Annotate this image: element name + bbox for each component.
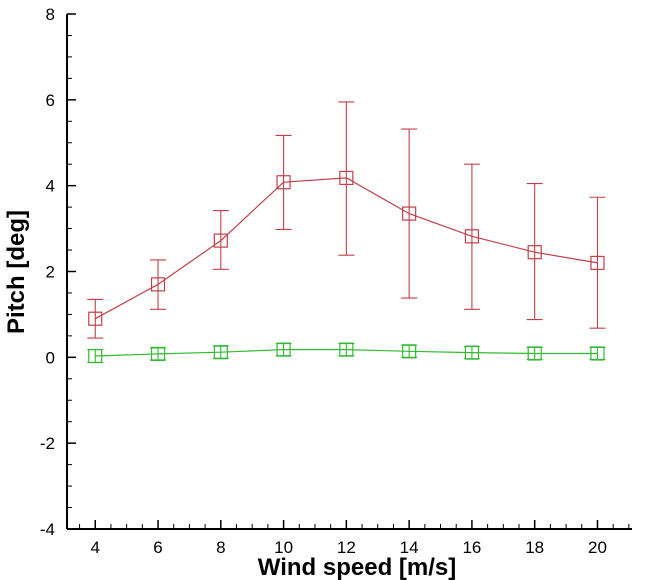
series-layer	[87, 101, 606, 364]
y-tick-label: 2	[46, 263, 55, 282]
y-tick-label: 4	[46, 177, 55, 196]
data-point	[276, 175, 291, 190]
data-point	[402, 344, 417, 359]
data-point	[88, 311, 103, 326]
data-point	[276, 342, 291, 357]
x-tick-label: 18	[525, 538, 544, 557]
data-point	[590, 346, 605, 361]
data-point	[464, 229, 480, 244]
tick-marks	[67, 13, 630, 530]
tick-labels: -4 -2 0 2 4 6 8 4 6 8 10 12 14 16 18 20	[40, 5, 607, 557]
data-point	[213, 345, 228, 360]
data-point	[590, 255, 605, 271]
x-tick-label: 4	[91, 538, 100, 557]
y-tick-label: 0	[46, 348, 55, 367]
y-tick-label: -2	[40, 434, 55, 453]
x-tick-label: 8	[216, 538, 225, 557]
y-tick-label: -4	[40, 520, 55, 539]
x-tick-label: 10	[274, 538, 293, 557]
x-tick-label: 6	[153, 538, 162, 557]
y-axis-title: Pitch [deg]	[3, 210, 30, 334]
y-tick-label: 8	[46, 5, 55, 24]
x-tick-label: 16	[462, 538, 481, 557]
data-point	[527, 245, 542, 260]
data-point	[150, 346, 166, 361]
x-axis-title: Wind speed [m/s]	[258, 554, 456, 580]
data-point	[527, 346, 542, 361]
data-point	[339, 342, 354, 357]
data-point	[464, 345, 480, 360]
data-point	[402, 206, 417, 221]
y-tick-label: 6	[46, 91, 55, 110]
data-point	[88, 348, 103, 364]
data-point	[213, 233, 228, 248]
x-tick-label: 20	[588, 538, 607, 557]
axes	[66, 14, 632, 530]
data-point	[150, 277, 166, 292]
red-series	[87, 101, 606, 339]
x-tick-label: 12	[337, 538, 356, 557]
green-series	[87, 342, 606, 364]
x-tick-label: 14	[400, 538, 419, 557]
data-point	[339, 170, 354, 186]
